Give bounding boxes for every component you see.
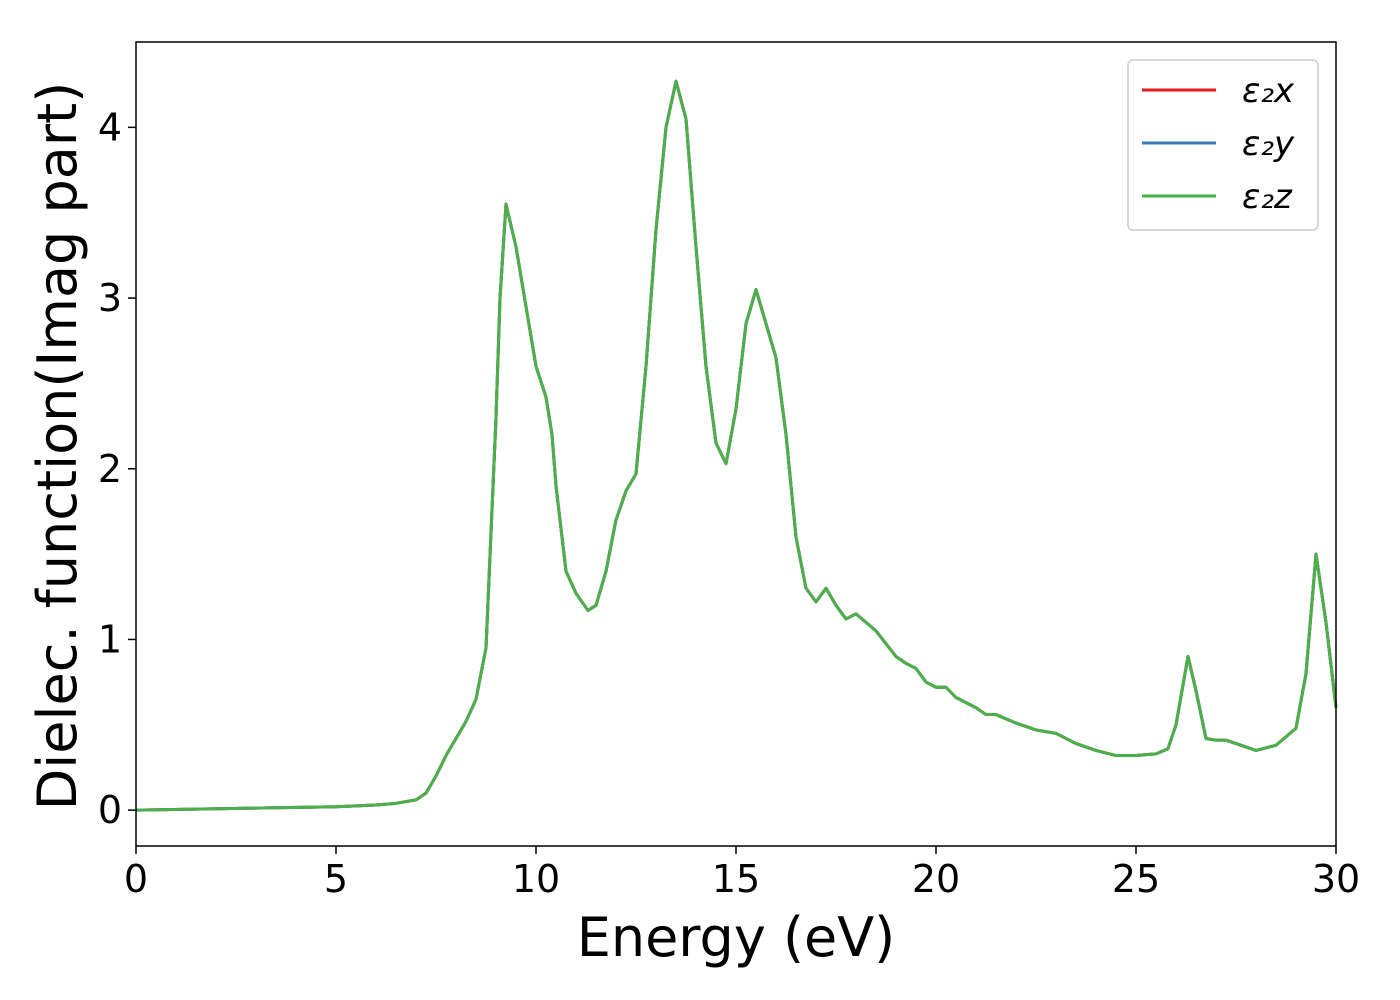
x-tick-label: 30 bbox=[1312, 857, 1360, 901]
legend-label: ε₂z bbox=[1242, 177, 1293, 217]
y-tick-label: 2 bbox=[98, 447, 122, 491]
legend-label: ε₂y bbox=[1242, 124, 1295, 164]
y-tick-label: 4 bbox=[98, 105, 122, 149]
y-axis-label: Dielec. function(Imag part) bbox=[26, 82, 89, 811]
legend-label: ε₂x bbox=[1242, 71, 1295, 111]
x-tick-label: 10 bbox=[512, 857, 560, 901]
x-tick-label: 0 bbox=[124, 857, 148, 901]
y-tick-label: 0 bbox=[98, 788, 122, 832]
data-line bbox=[135, 79, 1338, 812]
x-tick-label: 25 bbox=[1112, 857, 1160, 901]
x-tick-label: 15 bbox=[712, 857, 760, 901]
x-tick-label: 5 bbox=[324, 857, 348, 901]
plot-frame bbox=[135, 41, 1337, 847]
legend-box bbox=[1127, 59, 1319, 231]
y-tick-label: 1 bbox=[98, 617, 122, 661]
x-tick-label: 20 bbox=[912, 857, 960, 901]
y-tick-label: 3 bbox=[98, 276, 122, 320]
x-axis-label: Energy (eV) bbox=[577, 906, 896, 969]
